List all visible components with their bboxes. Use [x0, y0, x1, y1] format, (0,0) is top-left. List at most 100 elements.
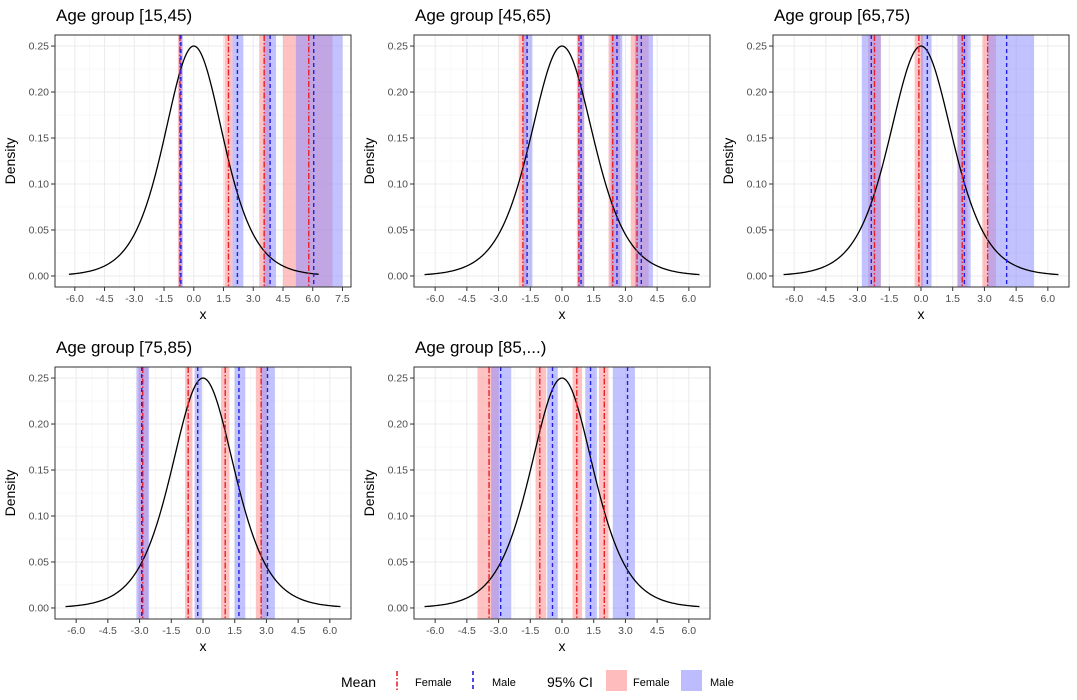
panel-grid: [55, 367, 351, 619]
ci-band-female: [599, 367, 609, 619]
x-tick-label: 6.0: [682, 625, 697, 637]
y-tick-label: 0.05: [747, 224, 768, 236]
y-axis-label: Density: [361, 138, 377, 185]
y-axis-label: Density: [720, 138, 736, 185]
x-tick-label: 7.5: [335, 293, 350, 305]
y-tick-label: 0.15: [747, 133, 768, 145]
x-tick-label: 4.5: [650, 293, 665, 305]
x-tick-label: -3.0: [849, 293, 867, 305]
ci-band-female: [572, 367, 583, 619]
x-axis-label: x: [200, 638, 207, 654]
y-tick-label: 0.15: [29, 465, 50, 477]
x-tick-label: 6.0: [682, 293, 697, 305]
x-axis-label: x: [200, 306, 207, 322]
panel-title: Age group [45,65): [415, 6, 551, 25]
ci-band-male: [612, 367, 635, 619]
density-curve: [424, 377, 700, 608]
y-tick-label: 0.20: [747, 87, 768, 99]
x-tick-label: 1.5: [586, 625, 601, 637]
x-tick-label: 0.0: [555, 293, 570, 305]
x-tick-label: 3.0: [259, 625, 274, 637]
legend-mean-title: Mean: [341, 674, 376, 690]
y-axis-label: Density: [2, 138, 18, 185]
y-tick-label: 0.20: [29, 87, 50, 99]
x-tick-label: -1.5: [162, 625, 180, 637]
ci-band-female: [914, 35, 924, 287]
x-tick-label: 6.0: [305, 293, 320, 305]
x-tick-label: -4.5: [458, 293, 476, 305]
panel-title: Age group [75,85): [56, 338, 192, 357]
panels: Age group [15,45) -6.0 -4.5 -3.0 -1.5 0.0 1.5 3…: [2, 6, 1070, 654]
x-tick-label: -6.0: [67, 625, 85, 637]
ci-band-female: [220, 367, 230, 619]
x-tick-label: 0.0: [555, 625, 570, 637]
density-curve: [783, 45, 1059, 276]
panel-3: Age group [65,75) -6.0 -4.5 -3.0 -1.5 0.0 1.5 3…: [720, 6, 1070, 322]
y-tick-label: 0.10: [388, 510, 409, 522]
x-tick-label: 1.5: [216, 293, 231, 305]
legend-ci-male-label: Male: [710, 677, 734, 689]
x-tick-label: 4.5: [291, 625, 306, 637]
x-tick-label: -6.0: [426, 625, 444, 637]
panel-content: [783, 35, 1059, 287]
x-tick-label: -4.5: [99, 625, 117, 637]
y-tick-label: 0.00: [388, 602, 409, 614]
y-tick-label: 0.20: [388, 87, 409, 99]
y-tick-label: 0.10: [29, 178, 50, 190]
y-tick-label: 0.15: [388, 465, 409, 477]
panel-content: [68, 35, 343, 287]
legend-ci-female-label: Female: [633, 677, 670, 689]
panel-border: [54, 34, 352, 288]
legend-ci-female-key: [606, 670, 627, 691]
x-tick-label: 1.5: [586, 293, 601, 305]
y-tick-label: 0.20: [29, 419, 50, 431]
ci-band-female: [185, 367, 193, 619]
y-tick-label: 0.10: [747, 178, 768, 190]
y-tick-label: 0.05: [29, 556, 50, 568]
y-tick-label: 0.00: [29, 602, 50, 614]
y-tick-label: 0.05: [388, 224, 409, 236]
x-axis-label: x: [559, 306, 566, 322]
x-tick-label: 6.0: [323, 625, 338, 637]
x-tick-label: -6.0: [66, 293, 84, 305]
ci-band-male: [987, 35, 1035, 287]
ci-band-male: [921, 35, 932, 287]
panel-1: Age group [15,45) -6.0 -4.5 -3.0 -1.5 0.0 1.5 3…: [2, 6, 352, 322]
x-tick-label: 0.0: [186, 293, 201, 305]
ci-band-male: [136, 367, 150, 619]
y-tick-label: 0.25: [29, 41, 50, 53]
x-tick-label: -4.5: [817, 293, 835, 305]
x-tick-label: -1.5: [155, 293, 173, 305]
y-axis-label: Density: [2, 470, 18, 517]
y-axis-label: Density: [361, 470, 377, 517]
x-tick-label: -6.0: [426, 293, 444, 305]
y-tick-label: 0.05: [29, 224, 50, 236]
y-tick-label: 0.25: [29, 373, 50, 385]
y-tick-label: 0.25: [388, 373, 409, 385]
y-tick-label: 0.00: [29, 270, 50, 282]
y-tick-label: 0.25: [388, 41, 409, 53]
x-tick-label: 4.5: [650, 625, 665, 637]
x-tick-label: 3.0: [618, 293, 633, 305]
y-tick-label: 0.15: [388, 133, 409, 145]
y-tick-label: 0.00: [388, 270, 409, 282]
x-tick-label: 0.0: [196, 625, 211, 637]
x-tick-label: -3.0: [131, 625, 149, 637]
x-tick-label: -1.5: [521, 293, 539, 305]
ci-band-male: [634, 35, 653, 287]
panel-title: Age group [65,75): [774, 6, 910, 25]
ci-band-male: [295, 35, 343, 287]
x-axis-label: x: [559, 638, 566, 654]
x-tick-label: -1.5: [880, 293, 898, 305]
panel-title: Age group [85,...): [415, 338, 546, 357]
y-tick-label: 0.20: [388, 419, 409, 431]
panel-content: [424, 35, 700, 287]
x-tick-label: 3.0: [246, 293, 261, 305]
x-tick-label: 3.0: [618, 625, 633, 637]
x-tick-label: -4.5: [458, 625, 476, 637]
panel-5: Age group [85,...) -6.0 -4.5 -3.0 -1.5 0.0 1.5…: [361, 338, 711, 654]
legend-ci-title: 95% CI: [547, 674, 593, 690]
y-tick-label: 0.00: [747, 270, 768, 282]
density-curve: [424, 45, 700, 276]
